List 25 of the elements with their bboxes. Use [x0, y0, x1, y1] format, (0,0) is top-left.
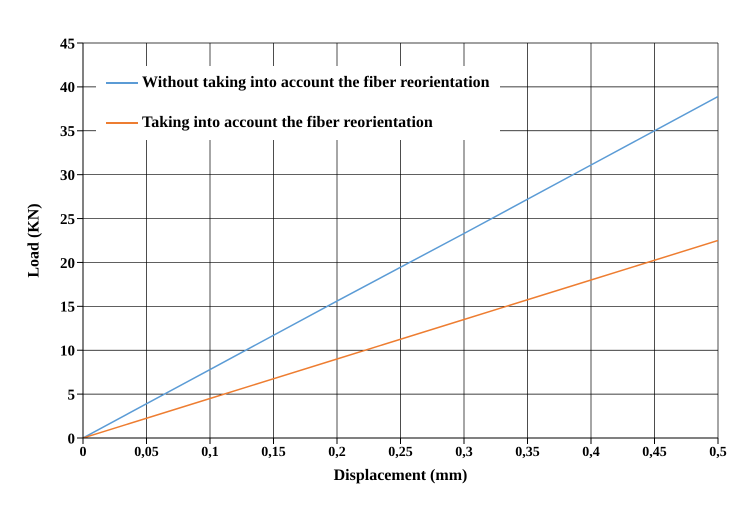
legend-label: Without taking into account the fiber reorientation [142, 74, 490, 92]
x-tick-label: 0,45 [642, 444, 667, 460]
y-axis-title: Load (KN) [26, 203, 43, 278]
y-tick-label: 15 [60, 300, 75, 316]
x-axis-title: Displacement (mm) [334, 467, 468, 484]
y-tick-label: 0 [68, 431, 75, 448]
x-tick-label: 0,1 [201, 444, 219, 460]
y-tick-label: 35 [60, 124, 75, 140]
x-tick-label: 0,4 [582, 444, 600, 460]
y-tick-label: 40 [60, 80, 75, 96]
y-tick-label: 45 [60, 36, 75, 52]
legend-label: Taking into account the fiber reorientation [142, 114, 433, 132]
y-tick-label: 30 [60, 168, 75, 184]
y-tick-label: 10 [60, 344, 75, 360]
y-tick-label: 25 [60, 212, 75, 228]
x-tick-label: 0,2 [328, 444, 346, 460]
y-tick-label: 5 [68, 387, 75, 404]
x-tick-label: 0,3 [455, 444, 473, 460]
x-tick-label: 0,35 [515, 444, 540, 460]
x-tick-label: 0,15 [261, 444, 286, 460]
x-tick-label: 0,5 [709, 444, 727, 460]
y-tick-label: 20 [60, 256, 75, 272]
x-tick-label: 0,25 [388, 444, 413, 460]
x-tick-label: 0 [80, 444, 86, 460]
x-tick-label: 0,05 [134, 444, 159, 460]
